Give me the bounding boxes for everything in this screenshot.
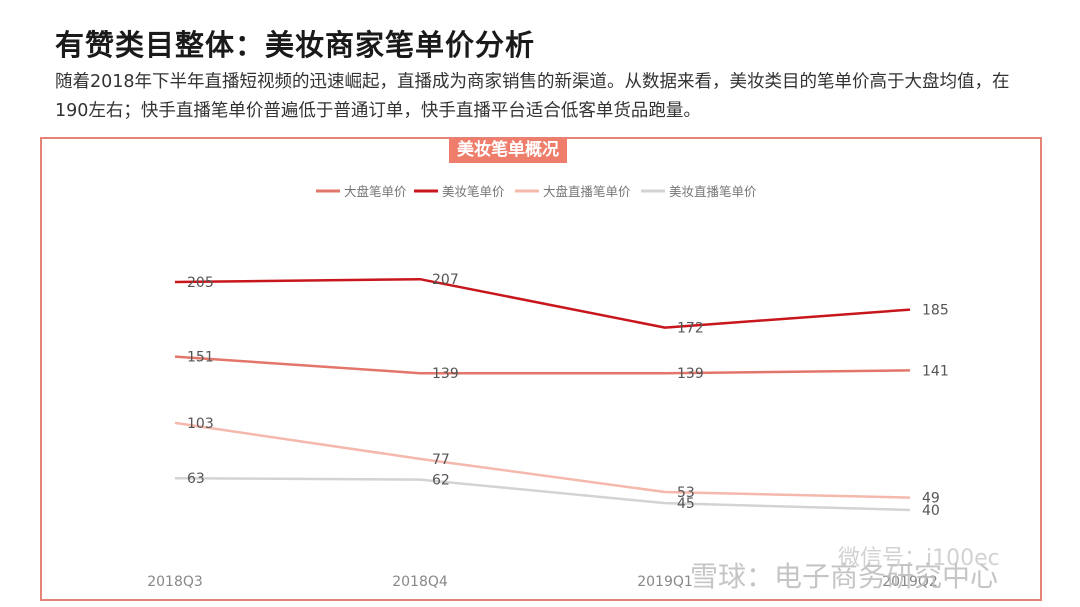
- series-line: [174, 355, 911, 375]
- legend-item: 大盘直播笔单价: [515, 184, 631, 199]
- chart-title: 美妆笔单概况: [449, 138, 567, 163]
- legend-label: 美妆直播笔单价: [669, 184, 757, 199]
- data-label: 62: [432, 473, 450, 489]
- legend-item: 美妆直播笔单价: [641, 184, 757, 199]
- chart-x-axis: 2018Q3 2018Q4 2019Q1 2019Q2: [147, 574, 938, 590]
- series-line: [174, 476, 911, 512]
- data-label: 77: [432, 452, 450, 468]
- data-label: 205: [187, 275, 214, 291]
- data-label: 185: [922, 303, 949, 319]
- data-label: 139: [432, 366, 459, 382]
- legend-item: 美妆笔单价: [414, 184, 505, 199]
- watermark-text: 雪球：电子商务研究中心: [690, 560, 999, 593]
- x-tick-label: 2019Q2: [882, 574, 938, 590]
- legend-label: 美妆笔单价: [442, 184, 505, 199]
- chart-legend: 大盘笔单价 美妆笔单价 大盘直播笔单价 美妆直播笔单价: [316, 184, 757, 199]
- legend-label: 大盘笔单价: [344, 184, 407, 199]
- data-label: 53: [677, 485, 695, 501]
- series-line: [174, 421, 911, 499]
- data-label: 103: [187, 416, 214, 432]
- page-description: 随着2018年下半年直播短视频的迅速崛起，直播成为商家销售的新渠道。从数据来看，…: [55, 72, 1010, 121]
- chart-data-labels: 151 139 139 141 205 207 172 185 103 77 53 49 63 62 45 4…: [187, 272, 949, 519]
- data-label: 63: [187, 471, 205, 487]
- data-label: 172: [677, 321, 704, 337]
- chart-lines: [174, 277, 911, 512]
- legend-label: 大盘直播笔单价: [543, 184, 631, 199]
- legend-item: 大盘笔单价: [316, 184, 407, 199]
- data-label: 141: [922, 363, 949, 379]
- data-label: 45: [677, 496, 695, 512]
- data-label: 139: [677, 366, 704, 382]
- series-line: [174, 277, 911, 329]
- page-title: 有赞类目整体：美妆商家笔单价分析: [55, 28, 536, 62]
- data-label: 49: [922, 491, 940, 507]
- data-label: 151: [187, 350, 214, 366]
- watermark-wechat: 微信号：i100ec: [838, 546, 1000, 571]
- data-label: 40: [922, 503, 940, 519]
- x-tick-label: 2018Q4: [392, 574, 448, 590]
- data-label: 207: [432, 272, 459, 288]
- x-tick-label: 2018Q3: [147, 574, 203, 590]
- x-tick-label: 2019Q1: [637, 574, 693, 590]
